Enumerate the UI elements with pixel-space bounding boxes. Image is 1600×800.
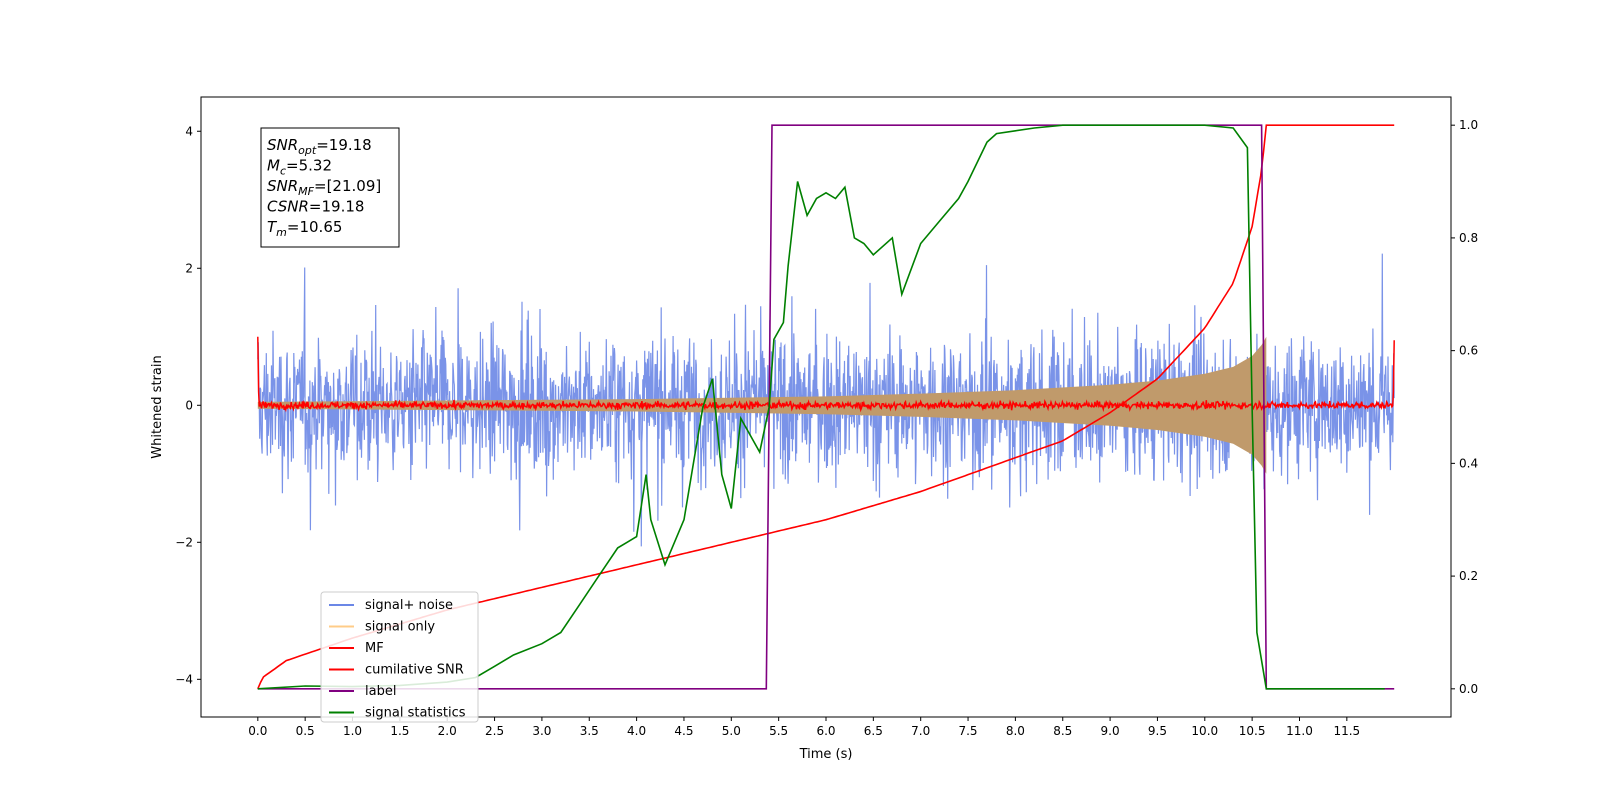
signal-statistics-line [257,124,1385,690]
annotation-frame [260,127,400,248]
x-tick-label: 3.0 [532,724,551,738]
x-tick-label: 4.5 [674,724,693,738]
x-tick-label: 7.0 [911,724,930,738]
x-tick-label: 10.5 [1239,724,1266,738]
x-tick-label: 11.5 [1333,724,1360,738]
y-tick-label: 0 [185,398,193,412]
annotation-line: CSNR=19.18 [267,198,364,216]
y2-tick-label: 0.8 [1459,231,1478,245]
parameter-annotation-box: SNRopt=19.18Mc=5.32SNRMF=[21.09]CSNR=19.… [260,127,400,248]
x-tick-label: 5.5 [769,724,788,738]
legend-label: MF [365,641,384,656]
x-tick-label: 8.5 [1053,724,1072,738]
x-tick-label: 9.5 [1148,724,1167,738]
annotation-line: Mc=5.32 [267,157,332,178]
x-tick-label: 7.5 [958,724,977,738]
legend-label: signal only [365,620,435,635]
y-tick-label: −2 [175,535,193,549]
legend-label: signal statistics [365,706,466,721]
annotation-line: Tm=10.65 [267,218,342,239]
x-tick-label: 6.0 [816,724,835,738]
x-axis-label: Time (s) [799,747,853,762]
x-tick-label: 2.0 [438,724,457,738]
legend: signal+ noise signal only MF cumilative SNR… [320,591,479,723]
y-axis-ticks: −4 −2 0 2 4 [175,124,201,686]
y2-tick-label: 0.6 [1459,344,1478,358]
x-tick-label: 11.0 [1286,724,1313,738]
mf-line [257,336,1395,413]
x-tick-label: 0.5 [296,724,315,738]
x-tick-label: 8.0 [1006,724,1025,738]
legend-label: cumilative SNR [365,663,464,678]
y2-tick-label: 0.4 [1459,456,1478,470]
x-tick-label: 2.5 [485,724,504,738]
x-axis-ticks: 0.0 0.5 1.0 1.5 2.0 2.5 3.0 3.5 4.0 4.5 5.0 5.5 6.0 6… [248,717,1360,738]
y-tick-label: 2 [185,261,193,275]
y-axis-label: Whitened strain [150,355,165,458]
legend-frame [320,591,479,723]
x-tick-label: 3.5 [580,724,599,738]
x-tick-label: 5.0 [722,724,741,738]
y2-axis-ticks: 0.0 0.2 0.4 0.6 0.8 1.0 [1451,118,1478,696]
x-tick-label: 1.0 [343,724,362,738]
legend-label: signal+ noise [365,598,453,613]
x-tick-label: 10.0 [1191,724,1218,738]
x-tick-label: 0.0 [248,724,267,738]
y2-tick-label: 1.0 [1459,118,1478,132]
x-tick-label: 1.5 [390,724,409,738]
x-tick-label: 6.5 [864,724,883,738]
annotation-line: SNRopt=19.18 [267,136,372,157]
y2-tick-label: 0.2 [1459,569,1478,583]
y-tick-label: 4 [185,124,193,138]
x-tick-label: 4.0 [627,724,646,738]
y-tick-label: −4 [175,672,193,686]
x-tick-label: 9.0 [1101,724,1120,738]
annotation-line: SNRMF=[21.09] [267,177,381,198]
y2-tick-label: 0.0 [1459,682,1478,696]
legend-label: label [365,684,396,699]
